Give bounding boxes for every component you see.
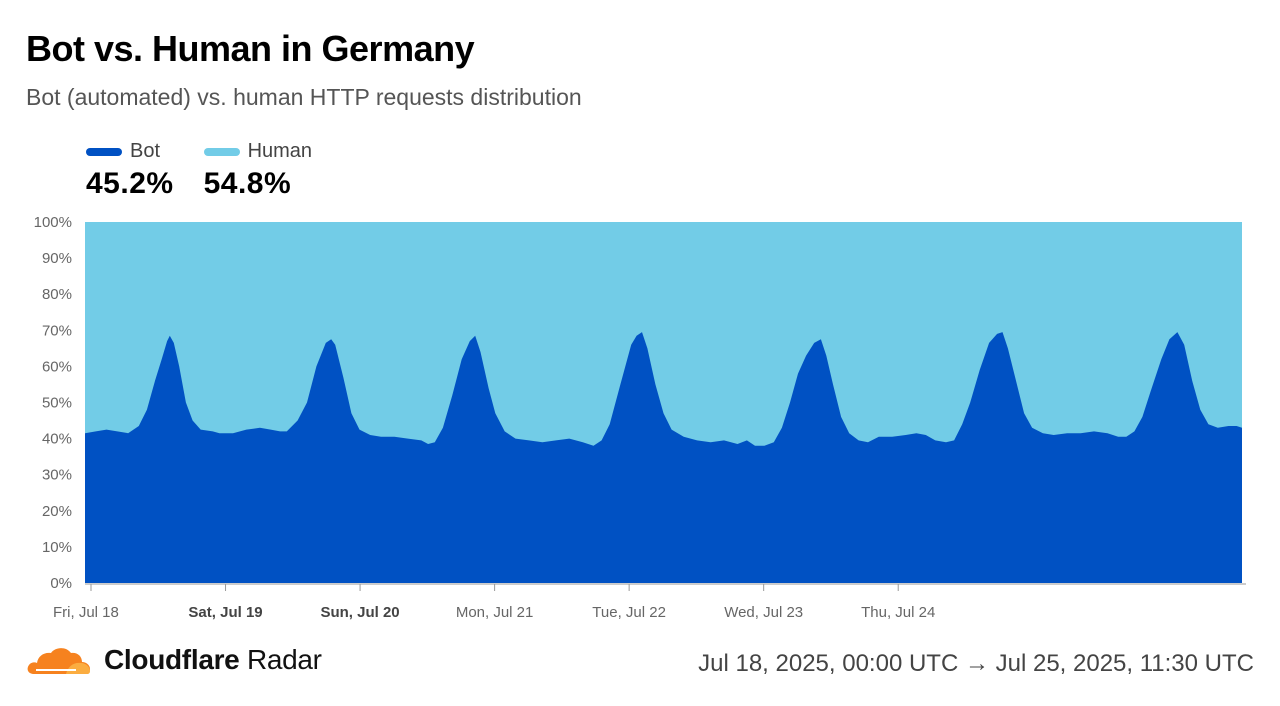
legend-label-human: Human	[247, 140, 313, 162]
chart-subtitle: Bot (automated) vs. human HTTP requests …	[26, 84, 582, 110]
x-tick-label: Fri, Jul 18	[53, 604, 119, 621]
legend-value-human: 54.8%	[203, 167, 292, 200]
x-tick-label: Sat, Jul 19	[188, 604, 262, 621]
chart-title: Bot vs. Human in Germany	[26, 28, 475, 69]
x-tick-label: Sun, Jul 20	[320, 604, 399, 621]
series-area-bot[interactable]	[85, 332, 1242, 583]
legend: Bot 45.2% Human 54.8%	[86, 140, 312, 201]
area-chart: 0% 10% 20% 30% 40% 50% 60% 70% 80% 90% 100% Fri, J…	[34, 214, 1246, 621]
brand-name: Cloudflare Radar	[104, 644, 322, 675]
y-tick-label: 20%	[42, 503, 72, 520]
date-range: Jul 18, 2025, 00:00 UTC → Jul 25, 2025, …	[698, 650, 1254, 677]
y-tick-label: 30%	[42, 467, 72, 484]
x-tick-label: Mon, Jul 21	[456, 604, 534, 621]
x-tick-label: Tue, Jul 22	[592, 604, 666, 621]
x-tick-label: Wed, Jul 23	[724, 604, 803, 621]
y-tick-label: 60%	[42, 358, 72, 375]
legend-item-bot[interactable]: Bot 45.2%	[86, 140, 174, 201]
legend-label-bot: Bot	[130, 140, 161, 162]
y-tick-label: 80%	[42, 286, 72, 303]
y-tick-label: 90%	[42, 250, 72, 267]
y-tick-label: 70%	[42, 322, 72, 339]
y-tick-label: 40%	[42, 431, 72, 448]
legend-item-human[interactable]: Human 54.8%	[203, 140, 313, 201]
bot-swatch	[86, 147, 122, 156]
plot-right-edge	[1242, 222, 1246, 583]
human-swatch	[203, 147, 240, 156]
legend-value-bot: 45.2%	[86, 167, 174, 200]
x-tick-label: Thu, Jul 24	[861, 604, 935, 621]
y-tick-label: 10%	[42, 539, 72, 556]
y-tick-label: 0%	[50, 575, 72, 592]
y-tick-label: 50%	[42, 395, 72, 412]
cloudflare-cloud-icon	[27, 648, 91, 674]
footer-logo[interactable]: Cloudflare Radar	[26, 644, 322, 676]
y-tick-label: 100%	[34, 214, 72, 231]
